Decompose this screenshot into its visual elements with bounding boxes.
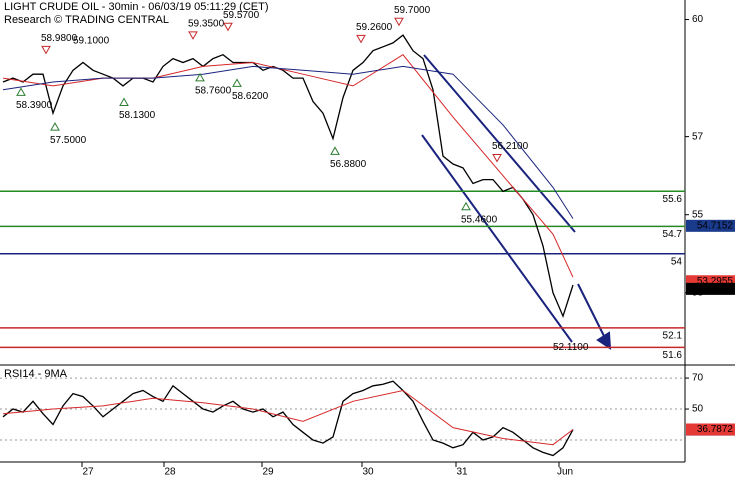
level-label: 55.6 xyxy=(663,194,683,205)
annotation-label: 55.4600 xyxy=(461,214,498,225)
x-tick-label: 30 xyxy=(362,467,374,478)
channel-lower xyxy=(421,134,573,343)
low-marker xyxy=(119,97,129,107)
series-line xyxy=(2,34,574,319)
high-marker xyxy=(188,31,198,40)
low-marker xyxy=(330,146,340,155)
high-marker xyxy=(492,153,502,163)
annotation-label: 58.6200 xyxy=(232,91,269,102)
x-tick-label: 31 xyxy=(456,467,468,478)
y-tick-label: 55 xyxy=(692,209,704,220)
channel xyxy=(421,54,612,350)
low-marker xyxy=(232,78,242,87)
annotation-label: 59.5700 xyxy=(223,10,260,21)
annotation-label: 59.3500 xyxy=(188,19,225,30)
level-label: 52.1 xyxy=(663,331,683,342)
annotation-label: 58.9800 xyxy=(41,33,78,44)
price-badge xyxy=(686,423,735,436)
arrow-head xyxy=(596,331,612,350)
annotation-label: 59.1000 xyxy=(73,35,110,46)
annotation-label: 52.1100 xyxy=(553,342,589,353)
x-tick-label: 29 xyxy=(262,467,274,478)
level-label: 54.7 xyxy=(663,229,683,240)
high-marker xyxy=(356,34,366,44)
low-marker xyxy=(195,72,205,82)
y-tick-label: 60 xyxy=(692,14,704,25)
annotation-label: 56.8800 xyxy=(330,159,367,170)
series-line xyxy=(2,380,574,457)
high-marker xyxy=(394,17,404,27)
chart-subtitle: Research © TRADING CENTRAL xyxy=(4,14,169,26)
annotation-label: 58.7600 xyxy=(195,86,232,97)
level-label: 51.6 xyxy=(663,350,683,361)
price-badge xyxy=(686,219,735,232)
price-badge xyxy=(686,282,735,295)
badge-label: 36.7872 xyxy=(697,424,734,435)
annotation-label: 56.2100 xyxy=(492,141,529,152)
annotation-label: 59.2600 xyxy=(356,22,393,33)
y-tick-label: 70 xyxy=(692,373,704,384)
series-line xyxy=(2,65,574,219)
x-tick-label: 27 xyxy=(82,467,94,478)
chart-title: LIGHT CRUDE OIL - 30min - 06/03/19 05:11… xyxy=(4,1,269,13)
annotation-label: 58.3900 xyxy=(16,100,53,111)
annotation-label: 57.5000 xyxy=(50,135,87,146)
channel-upper xyxy=(423,54,576,233)
badge-label: 54.7152 xyxy=(697,220,734,231)
x-tick-label: Jun xyxy=(557,467,573,478)
annotation-label: 59.7000 xyxy=(394,5,431,16)
high-marker xyxy=(223,22,233,32)
level-label: 54 xyxy=(671,256,683,267)
low-marker xyxy=(461,201,471,211)
series-line xyxy=(2,389,574,446)
badge-label: 53.2955 xyxy=(697,276,734,287)
low-marker xyxy=(50,122,60,131)
annotation-label: 58.1300 xyxy=(119,110,156,121)
badge-label: 53.1 xyxy=(714,284,734,295)
high-marker xyxy=(41,45,51,55)
y-tick-label: 50 xyxy=(692,404,704,415)
rsi-title: RSI14 - 9MA xyxy=(4,368,68,380)
low-marker xyxy=(16,87,26,96)
y-tick-label: 57 xyxy=(692,131,704,142)
x-tick-label: 28 xyxy=(164,467,176,478)
